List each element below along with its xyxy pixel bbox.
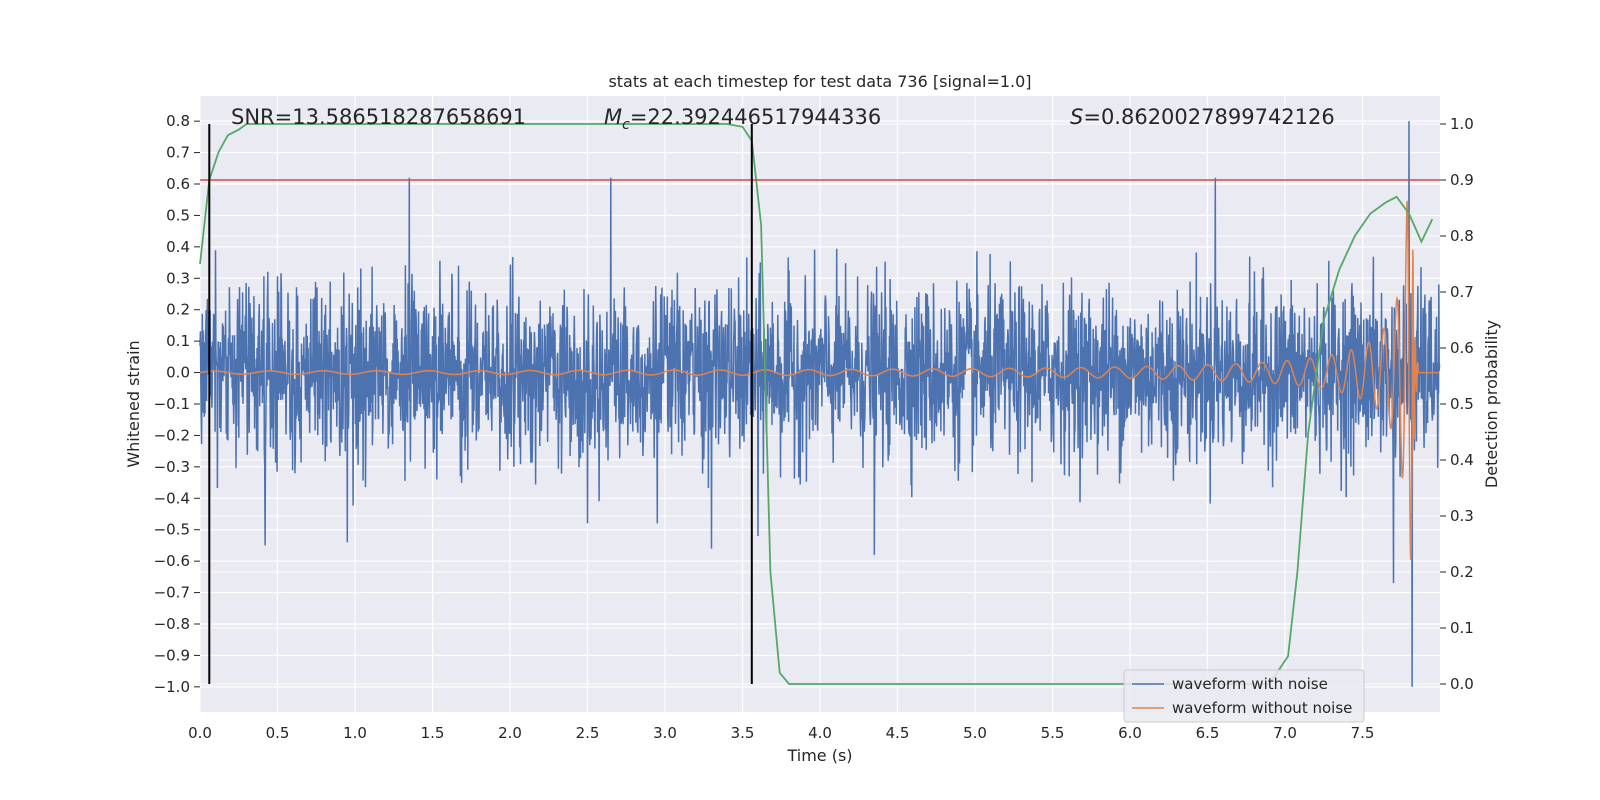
probability-line	[199, 123, 1434, 685]
series-waveform-with-noise	[199, 121, 1441, 687]
x-tick-label: 5.0	[963, 724, 987, 742]
legend-entry-noisy: waveform with noise	[1172, 675, 1328, 693]
y2-tick-label: 0.0	[1450, 675, 1474, 693]
y-tick-label: 0.5	[166, 206, 190, 224]
x-tick-label: 4.5	[886, 724, 910, 742]
x-tick-label: 3.0	[653, 724, 677, 742]
s-value: =0.8620027899742126	[1083, 105, 1334, 129]
threshold-and-vlines	[200, 124, 1440, 684]
y2-tick-label: 0.4	[1450, 451, 1474, 469]
y-tick-label: −0.1	[154, 395, 190, 413]
x-tick-label: 3.5	[731, 724, 755, 742]
legend-entry-clean: waveform without noise	[1172, 699, 1352, 717]
y-tick-label: 0.2	[166, 301, 190, 319]
s-annotation: S=0.8620027899742126	[1070, 105, 1335, 129]
clean-waveform-line	[199, 200, 1439, 560]
x-tick-label: 2.5	[576, 724, 600, 742]
y-tick-label: 0.1	[166, 332, 190, 350]
y2-axis-ticks: 1.0 0.9 0.8 0.7 0.6 0.5 0.4 0.3 0.2 0.1 0.0	[1440, 115, 1474, 693]
x-tick-label: 1.5	[421, 724, 445, 742]
x-axis-label: Time (s)	[786, 746, 852, 765]
chirp-mass-value: =22.392446517944336	[630, 105, 881, 129]
y-tick-label: −0.3	[154, 458, 190, 476]
y-tick-label: −0.2	[154, 426, 190, 444]
x-tick-label: 1.0	[343, 724, 367, 742]
x-tick-label: 7.0	[1273, 724, 1297, 742]
y-tick-label: 0.3	[166, 269, 190, 287]
y-tick-label: 0.8	[166, 112, 190, 130]
chart-title: stats at each timestep for test data 736…	[608, 72, 1031, 91]
y-tick-label: −0.7	[154, 584, 190, 602]
x-tick-label: 6.0	[1118, 724, 1142, 742]
y2-tick-label: 1.0	[1450, 115, 1474, 133]
y2-tick-label: 0.2	[1450, 563, 1474, 581]
y-tick-label: 0.4	[166, 238, 190, 256]
y-tick-label: −0.5	[154, 521, 190, 539]
y-tick-label: −0.6	[154, 552, 190, 570]
y2-axis-label: Detection probability	[1482, 320, 1501, 488]
y2-tick-label: 0.7	[1450, 283, 1474, 301]
y-tick-label: −0.4	[154, 489, 190, 507]
y2-tick-label: 0.8	[1450, 227, 1474, 245]
x-tick-label: 2.0	[498, 724, 522, 742]
y2-tick-label: 0.5	[1450, 395, 1474, 413]
chirp-mass-subscript: c	[622, 117, 630, 133]
noisy-waveform-line	[199, 121, 1441, 687]
series-waveform-without-noise	[199, 200, 1439, 560]
legend: waveform with noise waveform without noi…	[1123, 669, 1365, 723]
y-axis-label: Whitened strain	[124, 340, 143, 467]
y-axis-ticks: 0.8 0.7 0.6 0.5 0.4 0.3 0.2 0.1 0.0 −0.1 −0.2 −0.3 −…	[154, 112, 200, 696]
x-tick-label: 4.0	[808, 724, 832, 742]
y-tick-label: −1.0	[154, 678, 190, 696]
y2-tick-label: 0.3	[1450, 507, 1474, 525]
y-tick-label: −0.9	[154, 646, 190, 664]
snr-annotation: SNR=13.586518287658691	[231, 105, 526, 129]
y-tick-label: 0.6	[166, 175, 190, 193]
x-axis-ticks: 0.0 0.5 1.0 1.5 2.0 2.5 3.0 3.5 4.0 4.5 5.0 5.5 6.0 6…	[188, 724, 1374, 742]
legend-box	[1123, 669, 1365, 723]
x-tick-label: 0.5	[266, 724, 290, 742]
x-tick-label: 6.5	[1196, 724, 1220, 742]
x-tick-label: 7.5	[1351, 724, 1375, 742]
y2-tick-label: 0.9	[1450, 171, 1474, 189]
x-tick-label: 5.5	[1041, 724, 1065, 742]
chirp-mass-annotation: Mc=22.392446517944336	[604, 105, 881, 133]
series-detection-probability	[199, 123, 1434, 685]
y-tick-label: 0.0	[166, 364, 190, 382]
y2-tick-label: 0.6	[1450, 339, 1474, 357]
y2-tick-label: 0.1	[1450, 619, 1474, 637]
y-tick-label: −0.8	[154, 615, 190, 633]
s-symbol: S	[1070, 105, 1083, 129]
x-tick-label: 0.0	[188, 724, 212, 742]
y-tick-label: 0.7	[166, 144, 190, 162]
chirp-mass-symbol: M	[604, 105, 622, 129]
